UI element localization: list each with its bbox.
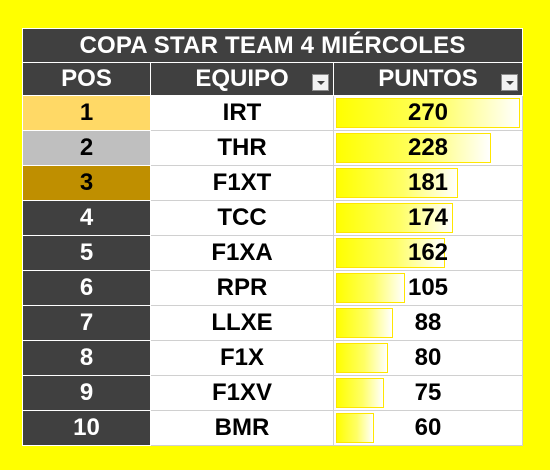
position-cell[interactable]: 4 (22, 200, 151, 236)
header-team: EQUIPO (150, 62, 334, 96)
table-row: 3 F1XT 181 (22, 165, 524, 201)
header-team-label: EQUIPO (195, 65, 289, 92)
table-row: 7 LLXE 88 (22, 305, 524, 341)
points-value: 174 (407, 204, 449, 231)
position-cell[interactable]: 2 (22, 130, 151, 166)
title-row: COPA STAR TEAM 4 MIÉRCOLES (21, 28, 524, 63)
points-value: 162 (407, 239, 449, 266)
points-data-bar (336, 343, 388, 373)
table-row: 5 F1XA 162 (22, 235, 524, 271)
position-cell[interactable]: 1 (22, 95, 151, 131)
table-row: 10 BMR 60 (22, 410, 524, 446)
team-cell[interactable]: RPR (150, 270, 334, 306)
position-cell[interactable]: 8 (22, 340, 151, 376)
team-cell[interactable]: IRT (150, 95, 334, 131)
points-value: 105 (407, 274, 449, 301)
header-points-label: PUNTOS (378, 65, 478, 92)
points-data-bar (336, 238, 445, 268)
position-cell[interactable]: 10 (22, 410, 151, 446)
points-cell[interactable]: 75 (332, 375, 524, 411)
table-row: 9 F1XV 75 (22, 375, 524, 411)
position-cell[interactable]: 7 (22, 305, 151, 341)
team-cell[interactable]: F1XA (150, 235, 334, 271)
points-cell[interactable]: 228 (332, 130, 524, 166)
position-cell[interactable]: 5 (22, 235, 151, 271)
table-row: 2 THR 228 (22, 130, 524, 166)
header-row: POS EQUIPO PUNTOS (22, 62, 524, 96)
position-cell[interactable]: 9 (22, 375, 151, 411)
header-pos-label: POS (61, 65, 112, 92)
points-value: 88 (414, 309, 442, 336)
points-data-bar (336, 168, 459, 198)
position-cell[interactable]: 3 (22, 165, 151, 201)
header-points: PUNTOS (332, 62, 524, 96)
points-data-bar (336, 378, 385, 408)
points-cell[interactable]: 88 (332, 305, 524, 341)
table-row: 8 F1X 80 (22, 340, 524, 376)
table-title: COPA STAR TEAM 4 MIÉRCOLES (21, 28, 524, 63)
points-cell[interactable]: 162 (332, 235, 524, 271)
team-cell[interactable]: BMR (150, 410, 334, 446)
standings-rows: 1 IRT 270 2 THR 228 3 F1XT 181 4 TCC 174 5 F1XA 162 6 RP… (22, 95, 524, 446)
points-data-bar (336, 203, 454, 233)
points-filter-dropdown-button[interactable] (501, 74, 519, 91)
team-cell[interactable]: LLXE (150, 305, 334, 341)
points-value: 181 (407, 169, 449, 196)
points-value: 270 (407, 99, 449, 126)
points-data-bar (336, 273, 406, 303)
team-filter-dropdown-button[interactable] (312, 74, 329, 91)
table-row: 1 IRT 270 (22, 95, 524, 131)
table-row: 4 TCC 174 (22, 200, 524, 236)
points-value: 60 (414, 414, 442, 441)
points-data-bar (336, 133, 491, 163)
header-pos: POS (22, 62, 151, 96)
team-cell[interactable]: TCC (150, 200, 334, 236)
team-cell[interactable]: THR (150, 130, 334, 166)
points-value: 80 (414, 344, 442, 371)
team-cell[interactable]: F1XV (150, 375, 334, 411)
position-cell[interactable]: 6 (22, 270, 151, 306)
points-data-bar (336, 98, 521, 128)
points-cell[interactable]: 60 (332, 410, 524, 446)
points-data-bar (336, 413, 374, 443)
points-value: 75 (414, 379, 442, 406)
points-cell[interactable]: 174 (332, 200, 524, 236)
points-value: 228 (407, 134, 449, 161)
standings-table: COPA STAR TEAM 4 MIÉRCOLES POS EQUIPO PU… (21, 28, 524, 446)
points-cell[interactable]: 80 (332, 340, 524, 376)
points-cell[interactable]: 270 (332, 95, 524, 131)
team-cell[interactable]: F1X (150, 340, 334, 376)
table-row: 6 RPR 105 (22, 270, 524, 306)
team-cell[interactable]: F1XT (150, 165, 334, 201)
points-cell[interactable]: 181 (332, 165, 524, 201)
points-data-bar (336, 308, 394, 338)
points-cell[interactable]: 105 (332, 270, 524, 306)
